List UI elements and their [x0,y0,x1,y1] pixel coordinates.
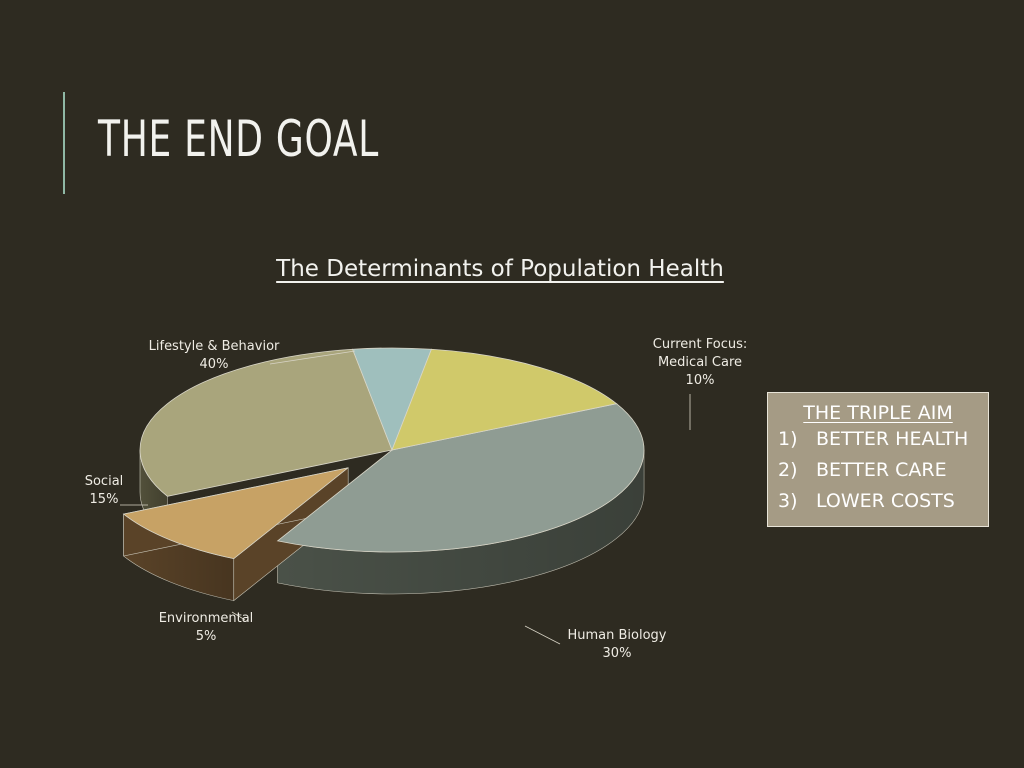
pie-slice-label: Environmental 5% [159,610,254,646]
triple-aim-title: THE TRIPLE AIM [803,402,953,424]
pie-leader-line [524,625,561,645]
pie-label-line: Environmental [158,611,254,626]
pie-label-line: Medical Care [657,355,743,370]
pie-slice [139,348,393,497]
slide-title: THE END GOAL [98,110,380,168]
pie-label-line: Current Focus: [652,337,748,352]
triple-aim-item: 2) BETTER CARE [778,455,988,486]
pie-slice-label: Current Focus: Medical Care 10% [653,336,747,390]
pie-slice-label: Lifestyle & Behavior 40% [149,338,280,374]
triple-aim-number: 1) [778,428,798,450]
pie-label-line: 30% [602,646,632,661]
triple-aim-number: 3) [778,490,798,512]
pie-label-line: 40% [199,357,229,372]
pie-label-line: 5% [195,629,217,644]
pie-slice-label: Social 15% [85,473,124,509]
pie-slice [122,467,349,560]
pie-slice-wall-shade [277,450,644,594]
title-accent-bar [63,92,65,194]
pie-label-line: 10% [685,373,715,388]
triple-aim-item: 1) BETTER HEALTH [778,424,988,455]
triple-aim-text: BETTER CARE [816,459,947,481]
triple-aim-item: 3) LOWER COSTS [778,486,988,517]
triple-aim-number: 2) [778,459,798,481]
pie-slice [391,348,618,451]
pie-slice [276,403,645,553]
chart-title: The Determinants of Population Health [276,256,724,282]
pie-label-line: Human Biology [567,628,667,643]
pie-label-line: Lifestyle & Behavior [148,339,280,354]
triple-aim-text: BETTER HEALTH [816,428,969,450]
pie-label-line: Social [84,474,124,489]
triple-aim-text: LOWER COSTS [816,490,955,512]
pie-slice-label: Human Biology 30% [567,627,666,663]
triple-aim-box: THE TRIPLE AIM 1) BETTER HEALTH 2) BETTE… [767,392,989,527]
pie-leader-line [231,611,246,621]
pie-label-line: 15% [89,492,119,507]
triple-aim-list: 1) BETTER HEALTH 2) BETTER CARE 3) LOWER… [768,424,988,517]
pie-leader-line [269,350,356,365]
